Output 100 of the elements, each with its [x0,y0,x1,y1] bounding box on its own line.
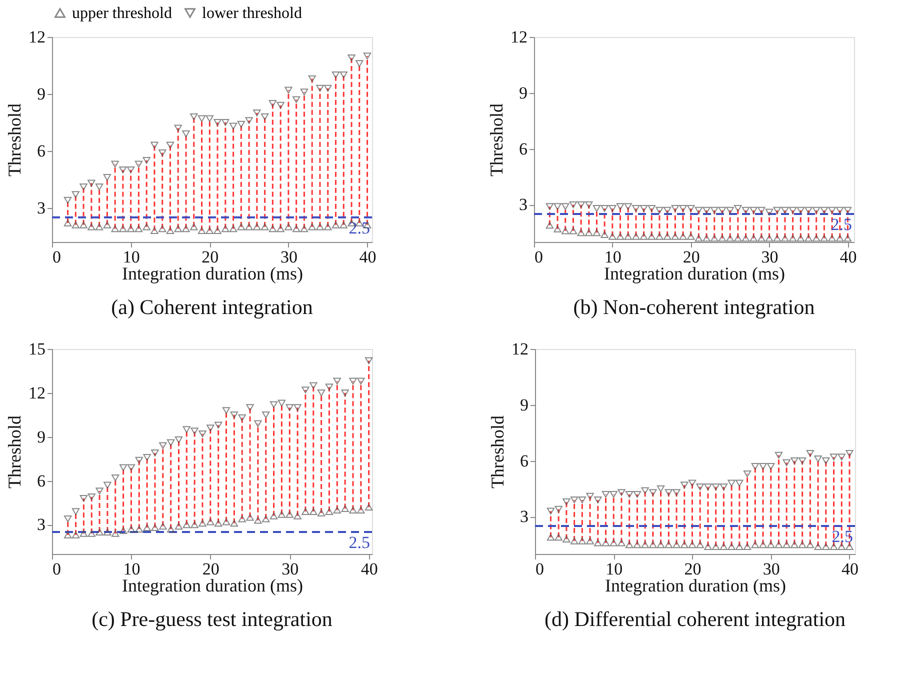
point [103,222,112,228]
text: (b) Non-coherent integration [573,295,816,319]
point [804,206,812,214]
point [781,206,789,214]
point [569,227,578,234]
point [680,482,688,488]
point [562,203,570,210]
point [292,96,300,104]
point [174,522,183,530]
point [796,234,805,242]
point [570,496,578,504]
point [814,543,822,550]
point [159,522,167,530]
point [759,541,767,548]
y-tick-label: 9 [37,84,46,104]
point [134,225,143,232]
point [206,518,214,526]
point [578,496,586,504]
point [246,404,254,411]
point [664,489,673,496]
point [728,480,736,487]
point [222,518,230,526]
point [822,543,830,550]
point [830,454,838,460]
point [562,536,570,542]
point [758,234,766,242]
text: (c) Pre-guess test integration [92,607,333,631]
point [356,60,364,67]
point [702,206,710,214]
point [182,426,191,433]
point [750,234,758,242]
point [569,201,578,208]
point [254,420,262,428]
point [798,541,806,548]
point [820,234,828,242]
point [333,506,342,514]
point [96,488,104,494]
point [656,541,665,548]
point [625,541,634,548]
y-axis-title: Threshold [486,104,506,176]
point [767,463,775,470]
point [633,490,642,498]
point [159,442,167,450]
point [586,492,594,500]
point [736,480,744,487]
x-tick-label: 20 [202,248,219,266]
point [790,457,798,464]
point [64,196,72,204]
point [286,404,294,411]
point [546,508,555,515]
point [704,543,712,550]
y-tick-label: 12 [28,28,46,46]
point [743,543,752,550]
point [245,223,253,230]
point [554,534,562,541]
point [317,390,326,396]
point [302,508,310,515]
point [790,541,798,548]
point [332,222,340,228]
point [198,430,206,438]
point [594,496,602,504]
point [836,206,844,214]
point [363,52,372,60]
point [111,225,119,232]
point [798,457,806,464]
point [594,539,602,546]
point [292,225,300,232]
point [72,508,80,515]
point [578,538,586,544]
point [616,203,624,210]
point [672,489,680,496]
point [656,206,664,214]
y-tick-label: 6 [37,471,46,490]
point [80,494,88,502]
point [127,464,136,472]
point [742,206,750,214]
x-tick-label: 20 [202,560,220,578]
point [166,227,174,234]
legend-label: lower threshold [202,5,302,22]
point [135,526,143,533]
point [310,382,318,390]
point [546,222,554,229]
point [554,203,562,210]
point [254,516,262,524]
point [253,223,261,230]
point [349,378,357,385]
point [773,234,781,242]
point [310,508,318,515]
point [546,534,555,541]
point [88,493,96,500]
point [649,489,657,496]
point [656,233,664,240]
point [317,510,326,516]
point [229,225,238,232]
x-axis-title: Integration duration (ms) [604,264,785,284]
point [820,206,828,214]
point [222,225,230,232]
point [728,543,736,550]
point [150,227,158,234]
point [174,436,183,444]
